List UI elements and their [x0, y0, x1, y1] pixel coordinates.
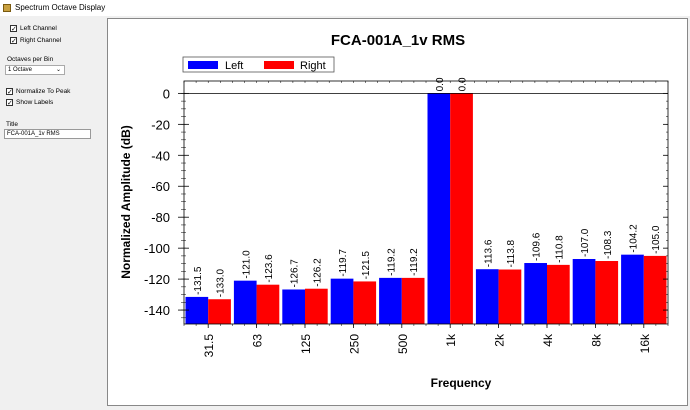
- checkbox-check-icon: ✓: [10, 25, 17, 33]
- bar-left-16k: [621, 254, 644, 324]
- bar-left-1k: [427, 93, 451, 324]
- checkbox-check-icon: ✓: [10, 37, 17, 45]
- data-label-right-16k: -105.0: [651, 225, 662, 254]
- x-tick-label-63: 63: [251, 334, 265, 348]
- x-axis-label: Frequency: [431, 376, 492, 390]
- y-tick-label: 0: [163, 86, 170, 101]
- window-title: Spectrum Octave Display: [15, 3, 106, 12]
- right-channel-label: Right Channel: [20, 37, 62, 44]
- bar-right-16k: [643, 255, 667, 324]
- data-label-left-500: -119.2: [386, 248, 397, 276]
- control-panel: ✓ Left Channel ✓ Right Channel Octaves p…: [0, 16, 105, 408]
- x-tick-label-500: 500: [396, 334, 410, 354]
- y-axis-label: Normalized Amplitude (dB): [119, 125, 133, 279]
- chart-panel: FCA-001A_1v RMS Left Right Frequency Nor…: [107, 18, 688, 406]
- show-labels-label: Show Labels: [16, 99, 54, 106]
- y-tick-label: -140: [144, 303, 170, 318]
- title-label: Title: [6, 121, 19, 128]
- data-label-right-2k: -113.8: [506, 239, 517, 267]
- bar-right-2k: [498, 269, 522, 324]
- bar-right-250: [353, 281, 377, 324]
- bar-left-31.5: [185, 296, 209, 324]
- y-tick-label: -80: [151, 210, 170, 225]
- normalize-label: Normalize To Peak: [16, 88, 71, 95]
- x-tick-label-125: 125: [299, 334, 313, 354]
- y-tick-label: -60: [151, 179, 170, 194]
- data-label-right-500: -119.2: [409, 248, 420, 276]
- data-label-right-31.5: -133.0: [216, 268, 227, 297]
- legend-label-left: Left: [225, 60, 243, 72]
- data-label-left-2k: -113.6: [483, 239, 494, 267]
- data-label-right-1k: 0.0: [458, 77, 469, 91]
- data-label-right-4k: -110.8: [554, 235, 565, 263]
- checkbox-check-icon: ✓: [6, 88, 13, 96]
- bar-right-4k: [547, 264, 570, 324]
- normalize-checkbox[interactable]: ✓ Normalize To Peak: [6, 88, 71, 96]
- plot-frame: [183, 80, 669, 325]
- x-tick-label-4k: 4k: [541, 333, 555, 347]
- bar-right-63: [256, 284, 280, 324]
- left-channel-label: Left Channel: [20, 25, 57, 32]
- plot-area: -131.5 -133.0 31.5 -121.0 -123.6 63 -126.7 -126…: [144, 77, 669, 358]
- show-labels-checkbox[interactable]: ✓ Show Labels: [6, 99, 54, 107]
- data-label-left-125: -126.7: [290, 259, 301, 288]
- x-tick-label-8k: 8k: [589, 333, 603, 347]
- window-titlebar: Spectrum Octave Display: [0, 0, 690, 16]
- checkbox-check-icon: ✓: [6, 99, 13, 107]
- octaves-select[interactable]: 1 Octave ⌄: [5, 65, 65, 75]
- x-tick-label-16k: 16k: [638, 333, 652, 353]
- y-tick-label: -100: [144, 241, 170, 256]
- legend-label-right: Right: [300, 60, 326, 72]
- x-tick-label-250: 250: [347, 334, 361, 354]
- octaves-value: 1 Octave: [8, 67, 33, 73]
- data-label-left-250: -119.7: [338, 249, 349, 277]
- right-channel-checkbox[interactable]: ✓ Right Channel: [10, 37, 62, 45]
- bar-chart: FCA-001A_1v RMS Left Right Frequency Nor…: [119, 32, 669, 390]
- title-input[interactable]: FCA-001A_1v RMS: [4, 129, 91, 139]
- chevron-down-icon: ⌄: [55, 67, 61, 73]
- legend-swatch-left: [188, 61, 218, 69]
- x-tick-label-2k: 2k: [493, 333, 507, 347]
- title-input-value: FCA-001A_1v RMS: [7, 131, 60, 137]
- bar-left-8k: [572, 258, 596, 324]
- bar-left-125: [282, 289, 305, 324]
- bar-right-500: [401, 277, 425, 324]
- y-tick-label: -40: [151, 148, 170, 163]
- bar-right-8k: [595, 261, 619, 324]
- bar-left-250: [330, 278, 354, 324]
- data-label-right-63: -123.6: [264, 254, 275, 283]
- x-tick-label-31.5: 31.5: [202, 334, 216, 358]
- chart-title: FCA-001A_1v RMS: [331, 32, 465, 49]
- legend: Left Right: [182, 56, 335, 73]
- y-tick-label: -20: [151, 117, 170, 132]
- bar-left-500: [379, 277, 402, 324]
- data-label-left-4k: -109.6: [532, 232, 543, 261]
- bar-right-125: [305, 288, 328, 324]
- data-label-right-250: -121.5: [361, 251, 372, 280]
- app-icon: [3, 4, 11, 12]
- bar-left-4k: [524, 263, 547, 324]
- bar-right-31.5: [208, 299, 231, 324]
- y-tick-label: -120: [144, 272, 170, 287]
- bar-right-1k: [450, 93, 473, 324]
- data-label-left-8k: -107.0: [580, 228, 591, 257]
- bar-left-2k: [475, 269, 499, 324]
- data-label-right-8k: -108.3: [603, 230, 614, 259]
- data-label-left-31.5: -131.5: [193, 266, 204, 295]
- bar-left-63: [233, 280, 257, 324]
- legend-swatch-right: [264, 61, 294, 69]
- data-label-right-125: -126.2: [312, 258, 323, 287]
- left-channel-checkbox[interactable]: ✓ Left Channel: [10, 25, 57, 33]
- data-label-left-63: -121.0: [241, 250, 252, 279]
- x-tick-label-1k: 1k: [444, 333, 458, 347]
- data-label-left-16k: -104.2: [628, 224, 639, 253]
- octaves-label: Octaves per Bin: [7, 56, 54, 63]
- data-label-left-1k: 0.0: [435, 77, 446, 91]
- legend-box: [182, 56, 335, 73]
